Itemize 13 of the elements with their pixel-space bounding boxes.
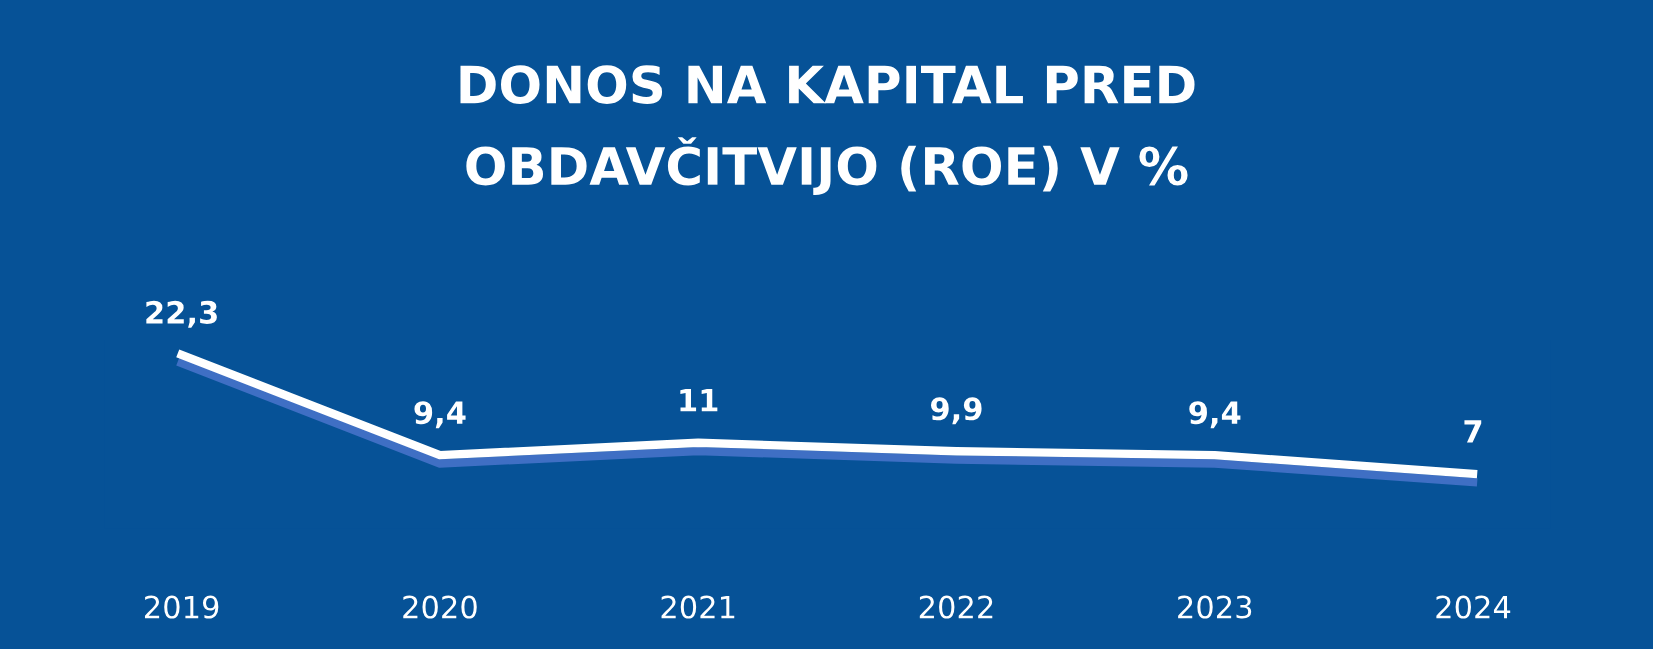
x-tick-label: 2022 xyxy=(919,595,993,619)
data-label: 9,9 xyxy=(930,397,982,425)
x-tick-label: 2020 xyxy=(403,595,477,619)
x-tick-label: 2021 xyxy=(661,595,735,619)
data-label: 22,3 xyxy=(146,300,217,328)
x-tick-label: 2024 xyxy=(1436,595,1511,619)
data-label: 11 xyxy=(680,389,718,412)
data-label: 9,4 xyxy=(414,401,466,429)
x-tick-label: 2023 xyxy=(1178,595,1252,619)
data-label: 7 xyxy=(1464,420,1482,443)
data-label: 9,4 xyxy=(1189,401,1241,429)
chart-title: DONOS NA KAPITAL PRED OBDAVČITVIJO (ROE) V % xyxy=(460,65,1195,195)
x-tick-label: 2019 xyxy=(144,595,219,619)
